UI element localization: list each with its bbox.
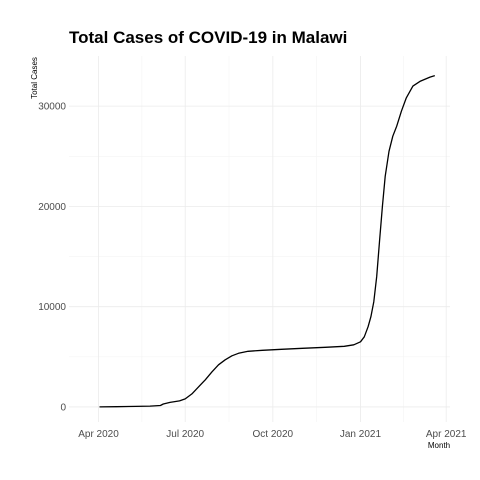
- total-cases-line: [99, 74, 435, 408]
- chart-title: Total Cases of COVID-19 in Malawi: [69, 28, 347, 47]
- y-tick-label: 30000: [38, 102, 66, 113]
- y-axis-title: Total Cases: [30, 57, 39, 99]
- x-tick-label: Jul 2020: [166, 429, 204, 440]
- x-tick-label: Apr 2020: [78, 429, 119, 440]
- x-tick-label: Oct 2020: [253, 429, 294, 440]
- major-gridlines: [69, 56, 450, 422]
- x-tick-label: Apr 2021: [426, 429, 467, 440]
- x-axis-title: Month: [428, 441, 450, 450]
- x-axis-ticks: Apr 2020 Jul 2020 Oct 2020 Jan 2021 Apr 2021: [78, 429, 467, 440]
- minor-gridlines: [69, 56, 450, 422]
- y-axis-ticks: 0 10000 20000 30000: [38, 102, 66, 414]
- y-tick-label: 20000: [38, 202, 66, 213]
- y-tick-label: 0: [60, 402, 66, 413]
- y-tick-label: 10000: [38, 302, 66, 313]
- x-tick-label: Jan 2021: [340, 429, 382, 440]
